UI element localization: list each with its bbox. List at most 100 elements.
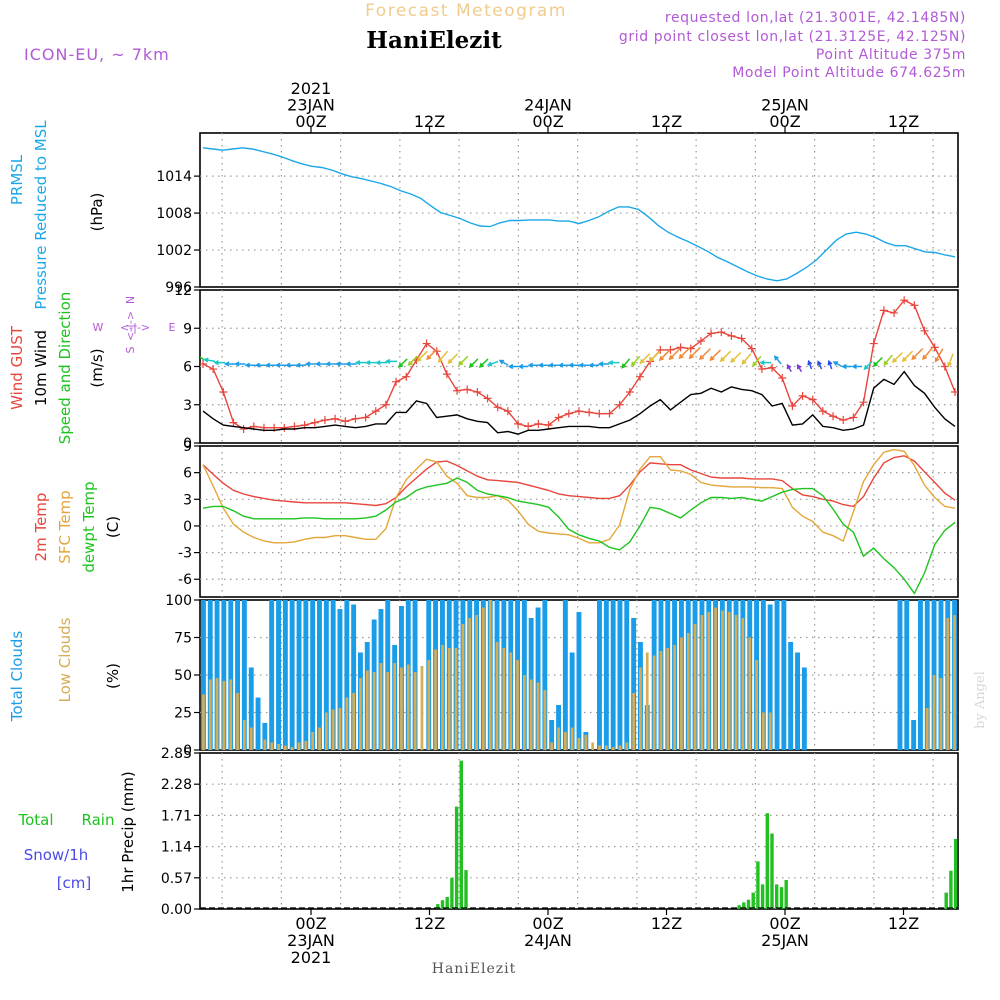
total-clouds-bar xyxy=(269,600,275,750)
low-clouds-bar xyxy=(721,610,724,750)
low-clouds-bar xyxy=(447,648,451,750)
precipitation-ytick-label: 1.14 xyxy=(161,840,192,856)
wind-arrow xyxy=(578,362,590,368)
gust-marker xyxy=(829,412,838,421)
wind-arrow xyxy=(668,348,681,361)
low-clouds-bar xyxy=(386,672,390,750)
cloud-labels: Total Clouds Low Clouds (%) xyxy=(8,617,122,722)
gust-marker xyxy=(371,407,380,416)
wind-arrow xyxy=(568,362,579,368)
rain-bar xyxy=(756,861,760,909)
bottom-time-label: 12Z xyxy=(414,914,445,933)
dewpt-label: dewpt Temp xyxy=(80,481,98,572)
gust-marker xyxy=(453,386,462,395)
compass-south: S xyxy=(124,346,137,353)
total-clouds-bar xyxy=(918,600,923,750)
wind-arrow xyxy=(295,362,307,368)
wind-arrow xyxy=(863,360,873,371)
temperature-ytick-label: 3 xyxy=(183,492,192,508)
total-clouds-bar xyxy=(542,600,548,750)
pressure-frame xyxy=(199,132,959,288)
precipitation-ytick-label: 1.71 xyxy=(161,808,192,824)
wind-arrow xyxy=(773,355,782,365)
low-clouds-bar xyxy=(673,645,676,750)
rain-bar xyxy=(779,887,784,909)
gust-marker xyxy=(575,407,583,416)
total-clouds-bar xyxy=(631,618,637,750)
compass-arrow-vertical: <-|-> xyxy=(124,311,137,341)
low-clouds-bar xyxy=(379,663,383,750)
rain-bar xyxy=(954,838,958,909)
gust-marker xyxy=(849,413,858,422)
wind-arrow xyxy=(796,363,803,372)
low-clouds-bar xyxy=(352,693,355,750)
low-clouds-label: Low Clouds xyxy=(56,617,74,702)
temperature-frame xyxy=(199,445,959,598)
total-clouds-bar xyxy=(535,607,541,750)
gust-marker xyxy=(615,400,624,409)
footer-location: HaniElezit xyxy=(432,961,517,977)
pressure-panel: 996 1002 1008 1014 xyxy=(156,132,959,296)
top-time-label: 00Z xyxy=(532,112,563,131)
gust-marker xyxy=(392,377,401,386)
total-clouds-bar xyxy=(337,609,343,750)
low-clouds-bar xyxy=(270,742,274,750)
pressure-labels: PRMSL Pressure Reduced to MSL (hPa) xyxy=(8,120,106,310)
wind-ytick-label: 9 xyxy=(183,321,192,337)
low-clouds-bar xyxy=(577,738,581,750)
wind-ytick-label: 3 xyxy=(183,398,192,414)
low-clouds-bar xyxy=(550,742,553,750)
total-clouds-bar xyxy=(904,600,910,750)
total-clouds-bar xyxy=(801,667,807,750)
gust-marker xyxy=(920,326,929,335)
total-clouds-bar xyxy=(562,600,568,750)
total-clouds-bar xyxy=(214,600,220,750)
low-clouds-bar xyxy=(536,682,540,750)
rain-bar xyxy=(751,892,755,909)
total-clouds-bar xyxy=(597,600,602,750)
temperature-ytick-label: 9 xyxy=(183,439,192,455)
wind-arrow xyxy=(517,363,529,370)
bottom-time-label: 00Z xyxy=(532,914,563,933)
precipitation-ytick-label: 0.57 xyxy=(161,871,192,887)
wind-arrow xyxy=(325,361,337,367)
gust-marker xyxy=(331,414,340,423)
low-clouds-bar xyxy=(249,727,253,750)
wind-arrow xyxy=(719,350,732,363)
wind-arrow xyxy=(498,359,509,366)
top-time-label: 24JAN xyxy=(524,96,572,115)
total-clouds-bar xyxy=(760,600,766,750)
sfc-temp-label: SFC Temp xyxy=(56,490,74,563)
total-clouds-bar xyxy=(248,667,254,750)
low-clouds-bar xyxy=(680,637,683,750)
wind-arrow xyxy=(447,353,459,365)
low-clouds-bar xyxy=(488,600,492,750)
wind-arrow xyxy=(883,354,893,366)
low-clouds-bar xyxy=(659,651,663,750)
gust-marker xyxy=(554,413,563,422)
low-clouds-bar xyxy=(345,697,349,750)
low-clouds-bar xyxy=(707,612,711,750)
snow-label: Snow/1h xyxy=(24,846,89,864)
wind-arrow xyxy=(630,355,641,367)
total-clouds-bar xyxy=(897,600,903,750)
top-time-label: 12Z xyxy=(414,112,445,131)
low-clouds-bar xyxy=(406,664,410,750)
pressure-ytick-label: 1014 xyxy=(156,169,192,185)
gust-marker xyxy=(381,400,390,409)
low-clouds-bar xyxy=(325,712,328,750)
pressure-plot-area xyxy=(202,147,956,282)
temperature-ytick-label: 0 xyxy=(183,519,192,535)
clouds-ytick-label: 100 xyxy=(165,593,192,609)
gust-marker xyxy=(666,345,675,354)
low-clouds-bar xyxy=(277,744,280,750)
gust-marker xyxy=(209,365,218,374)
clouds-ytick-label: 50 xyxy=(174,668,192,684)
low-clouds-bar xyxy=(748,637,752,750)
gust-marker xyxy=(534,419,543,428)
wind-plot-area xyxy=(200,296,958,435)
total-clouds-bar xyxy=(303,600,309,750)
wind-arrow xyxy=(458,355,469,367)
